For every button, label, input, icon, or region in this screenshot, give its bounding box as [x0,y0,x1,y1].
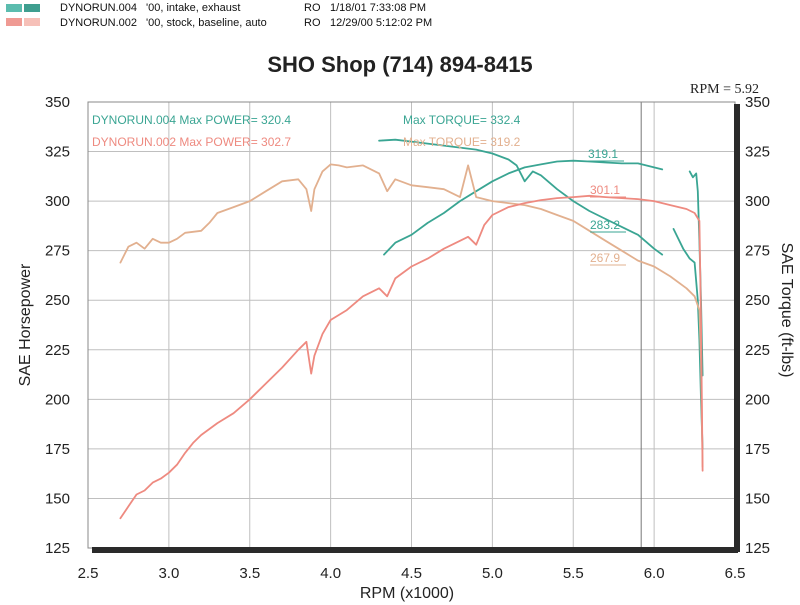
run-002-swatch-b [24,18,40,26]
run-002-desc: '00, stock, baseline, auto [146,17,267,29]
rpm-cursor-readout: RPM = 5.92 [690,82,759,97]
run-004-header-row: DYNORUN.004 '00, intake, exhaust RO 1/18… [60,2,426,74]
y2-tick-175: 175 [745,441,770,458]
x-tick-5.0: 5.0 [482,565,503,582]
plot-frame [87,101,740,553]
run-002-datetime: 12/29/00 5:12:02 PM [330,17,433,29]
x-tick-3.5: 3.5 [239,565,260,582]
x-tick-3.0: 3.0 [158,565,179,582]
series-run002_torque-torque-4 [119,163,704,468]
y2-tick-250: 250 [745,292,770,309]
series-lines [119,138,704,520]
series-run004-torque-0 [378,138,664,256]
y-tick-125: 125 [45,540,70,557]
x-tick-6.5: 6.5 [725,565,746,582]
y2-tick-325: 325 [745,144,770,161]
y-tick-300: 300 [45,193,70,210]
annotation-0: DYNORUN.004 Max POWER= 320.4 [92,113,291,127]
x-tick-4.0: 4.0 [320,565,341,582]
value-label-283.2: 283.2 [590,218,620,232]
run-002-swatch-a [6,18,22,26]
run-002-header-row: DYNORUN.002 '00, stock, baseline, auto R… [60,17,432,89]
run-004-desc: '00, intake, exhaust [146,2,241,14]
y-axis-label: SAE Horsepower [17,263,34,386]
annotation-1: Max TORQUE= 332.4 [403,113,521,127]
y2-tick-300: 300 [745,193,770,210]
y2-axis-label: SAE Torque (ft-lbs) [778,243,795,378]
y2-tick-275: 275 [745,243,770,260]
tick-labels: 2.5 3.0 3.5 4.0 4.5 5.0 5.5 6.0 6.5 125 125 150 150 1… [45,94,770,582]
value-label-267.9: 267.9 [590,251,620,265]
y-tick-200: 200 [45,391,70,408]
run-004-swatch-b [24,4,40,12]
series-run002-power-5 [119,194,704,520]
y2-tick-200: 200 [745,391,770,408]
y-tick-250: 250 [45,292,70,309]
annotation-3: Max TORQUE= 319.2 [403,135,521,149]
run-004-file: DYNORUN.004 [60,2,138,14]
series-run004-torque-1 [672,227,704,450]
y2-tick-150: 150 [745,490,770,507]
y2-tick-125: 125 [745,540,770,557]
y-tick-150: 150 [45,490,70,507]
chart-title: SHO Shop (714) 894-8415 [267,52,533,77]
grid [88,102,735,548]
x-tick-2.5: 2.5 [78,565,99,582]
y-tick-175: 175 [45,441,70,458]
x-tick-5.5: 5.5 [563,565,584,582]
value-label-319.1: 319.1 [588,147,618,161]
run-004-tag: RO [304,2,321,14]
run-004-datetime: 1/18/01 7:33:08 PM [330,2,427,14]
y-tick-225: 225 [45,342,70,359]
x-tick-4.5: 4.5 [401,565,422,582]
series-run004-power-2 [383,159,664,256]
run-002-tag: RO [304,17,321,29]
y2-tick-225: 225 [745,342,770,359]
run-004-swatch-a [6,4,22,12]
run-002-file: DYNORUN.002 [60,17,138,29]
y-tick-275: 275 [45,243,70,260]
y-tick-350: 350 [45,94,70,111]
chart-annotations: DYNORUN.004 Max POWER= 320.4 Max TORQUE= … [92,113,626,266]
y-tick-325: 325 [45,144,70,161]
x-axis-label: RPM (x1000) [360,585,454,602]
annotation-2: DYNORUN.002 Max POWER= 302.7 [92,135,291,149]
run-header: DYNORUN.004 '00, intake, exhaust RO 1/18… [0,0,800,36]
y2-tick-350: 350 [745,94,770,111]
x-tick-6.0: 6.0 [644,565,665,582]
value-label-301.1: 301.1 [590,183,620,197]
